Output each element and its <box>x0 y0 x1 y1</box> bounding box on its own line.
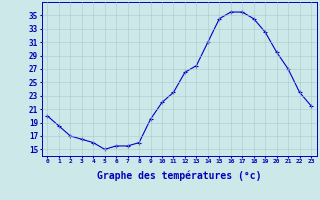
X-axis label: Graphe des températures (°c): Graphe des températures (°c) <box>97 170 261 181</box>
